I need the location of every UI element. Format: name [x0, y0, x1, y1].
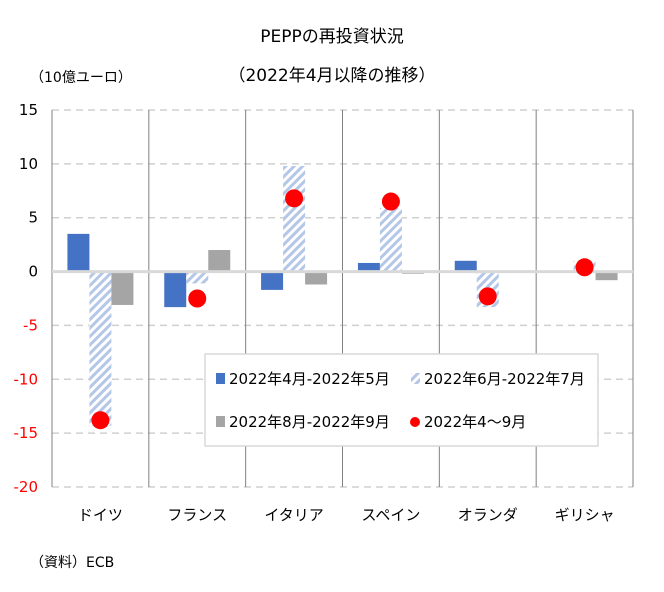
source-note: （資料）ECB	[30, 555, 114, 571]
legend-label-series-4: 2022年4～9月	[424, 413, 526, 431]
bar-1-3	[357, 262, 380, 272]
bar-2-2	[283, 166, 306, 272]
x-tick-label: オランダ	[458, 506, 518, 524]
legend-label-series-1: 2022年4月-2022年5月	[229, 370, 390, 388]
legend-swatch-series-1	[216, 373, 225, 384]
y-axis-unit-label: （10億ユーロ）	[30, 70, 132, 86]
legend-swatch-series-4	[410, 417, 420, 427]
bar-1-2	[261, 271, 284, 290]
bar-1-0	[67, 233, 90, 272]
marker-point	[188, 289, 207, 308]
x-tick-label: フランス	[167, 506, 227, 524]
legend-label-series-2: 2022年6月-2022年7月	[424, 370, 585, 388]
y-tick-label: -5	[23, 316, 38, 334]
y-tick-label: 0	[28, 263, 38, 281]
x-tick-label: ギリシャ	[555, 506, 615, 524]
legend: 2022年4月-2022年5月 2022年6月-2022年7月 2022年8月-…	[204, 353, 599, 447]
legend-box	[204, 353, 599, 447]
bar-3-1	[208, 250, 231, 272]
bar-3-2	[305, 271, 328, 285]
y-tick-label: -10	[14, 370, 39, 388]
markers	[91, 189, 594, 430]
bar-2-0	[89, 271, 112, 426]
bar-2-1	[186, 271, 209, 284]
legend-swatch-series-3	[216, 416, 225, 427]
bar-2-3	[379, 208, 402, 272]
bar-3-0	[111, 271, 134, 305]
y-tick-label: -20	[14, 478, 39, 496]
marker-point	[285, 189, 304, 208]
bar-1-1	[164, 271, 187, 308]
chart-title-line2: （2022年4月以降の推移）	[228, 66, 435, 86]
y-tick-label: 10	[19, 155, 38, 173]
marker-point	[478, 287, 497, 306]
y-axis-ticks: 15 10 5 0 -5 -10 -15 -20	[14, 101, 39, 496]
marker-point	[381, 192, 400, 211]
y-tick-label: -15	[14, 424, 39, 442]
legend-label-series-3: 2022年8月-2022年9月	[229, 413, 390, 431]
bar-3-5	[595, 271, 618, 281]
x-axis-labels: ドイツ フランス イタリア スペイン オランダ ギリシャ	[78, 506, 615, 524]
x-tick-label: スペイン	[361, 506, 420, 524]
legend-swatch-series-2	[411, 373, 420, 384]
y-tick-label: 5	[28, 209, 38, 227]
x-tick-label: ドイツ	[78, 506, 123, 524]
marker-point	[91, 411, 110, 430]
marker-point	[575, 258, 594, 277]
y-tick-label: 15	[19, 101, 38, 119]
chart-title-line1: PEPPの再投資状況	[260, 27, 404, 47]
bar-1-4	[454, 260, 477, 272]
x-tick-label: イタリア	[264, 506, 323, 524]
